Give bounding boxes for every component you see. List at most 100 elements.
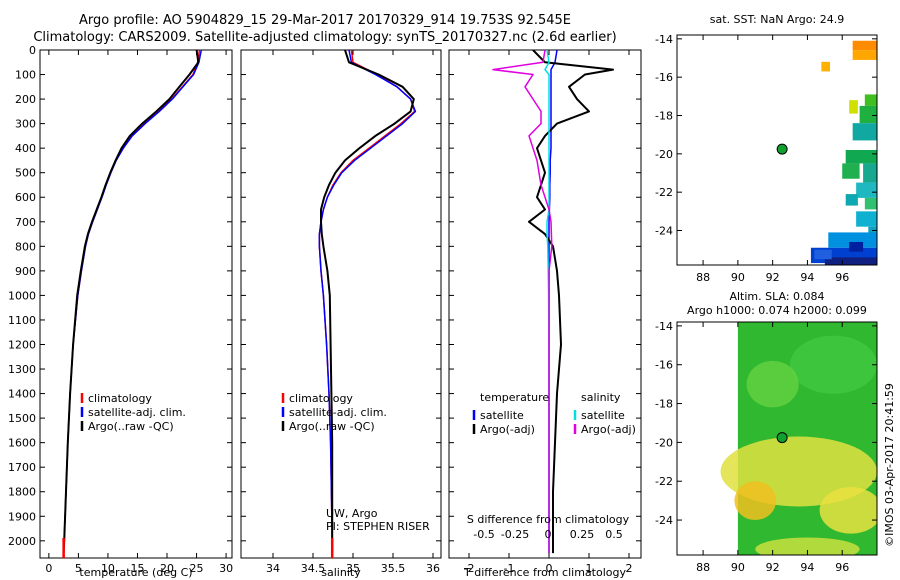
legend-label: Argo(..raw -QC) — [289, 420, 375, 433]
x-tick-label: 10 — [101, 562, 115, 575]
sla-blob — [790, 335, 877, 394]
s-tick-label: 0 — [545, 528, 552, 541]
argo-position-marker — [776, 143, 788, 155]
y-tick-label: -24 — [655, 225, 673, 238]
sla-map-title: Altim. SLA: 0.084 — [729, 290, 824, 303]
sst-cell — [864, 94, 877, 106]
panel-frame — [240, 49, 442, 559]
y-tick-label: 1100 — [8, 314, 36, 327]
legend-label: climatology — [289, 392, 353, 405]
y-tick-label: 1000 — [8, 289, 36, 302]
sst-cell — [852, 123, 877, 141]
y-tick-label: 1900 — [8, 510, 36, 523]
sst-cell — [849, 100, 858, 114]
y-tick-label: 1800 — [8, 486, 36, 499]
sst-cell — [852, 40, 877, 51]
series-line — [62, 50, 200, 554]
x-tick-label: 0 — [546, 562, 553, 575]
x-tick-label: 30 — [219, 562, 233, 575]
sst-cell — [821, 61, 831, 72]
x-tick-label: 90 — [731, 271, 745, 284]
sla-map-subtitle: Argo h1000: 0.074 h2000: 0.099 — [687, 304, 867, 317]
sst-cell — [856, 182, 877, 198]
sst-cell — [814, 249, 832, 260]
y-tick-label: 300 — [15, 118, 36, 131]
x-tick-label: 92 — [766, 561, 780, 574]
sst-cell — [845, 150, 877, 164]
sst-cell — [842, 163, 860, 179]
sla-blob — [819, 487, 877, 534]
y-tick-label: 800 — [15, 240, 36, 253]
y-tick-label: -24 — [655, 514, 673, 527]
sst-cell — [828, 232, 877, 248]
sst-cell — [859, 105, 877, 124]
sst-cell — [863, 163, 877, 183]
sla-blob — [734, 481, 777, 521]
legend-label: Argo(-adj) — [480, 423, 535, 436]
s-tick-label: 0.5 — [605, 528, 623, 541]
y-tick-label: 1200 — [8, 338, 36, 351]
y-tick-label: 1500 — [8, 412, 36, 425]
x-tick-label: 25 — [190, 562, 204, 575]
series-line — [318, 50, 417, 554]
series-line — [62, 50, 203, 554]
y-tick-label: -16 — [655, 359, 673, 372]
y-tick-label: -20 — [655, 148, 673, 161]
sst-cell — [824, 257, 877, 265]
y-tick-label: 1700 — [8, 461, 36, 474]
chart-title-line1: Argo profile: AO 5904829_15 29-Mar-2017 … — [78, 13, 572, 28]
x-tick-label: -2 — [464, 562, 475, 575]
y-tick-label: -22 — [655, 186, 673, 199]
legend-label: Argo(..raw -QC) — [88, 420, 174, 433]
s-difference-label: S difference from climatology — [467, 513, 630, 526]
y-tick-label: -22 — [655, 475, 673, 488]
sst-cell — [845, 194, 858, 206]
legend-label: satellite-adj. clim. — [88, 406, 186, 419]
x-tick-label: 34.5 — [301, 562, 326, 575]
sla-map — [720, 322, 877, 555]
map-frame — [676, 321, 878, 556]
x-tick-label: 90 — [731, 561, 745, 574]
x-tick-label: 35.5 — [381, 562, 406, 575]
pi-annotation: PI: STEPHEN RISER — [326, 520, 430, 533]
x-axis-label: salinity — [321, 566, 361, 579]
y-tick-label: 1600 — [8, 437, 36, 450]
series-line — [528, 50, 614, 554]
sst-cell — [852, 50, 877, 60]
x-tick-label: 94 — [800, 271, 814, 284]
argo-position-marker — [776, 432, 788, 444]
sst-map-title: sat. SST: NaN Argo: 24.9 — [710, 13, 844, 26]
x-axis-label: T difference from climatology — [463, 566, 626, 579]
x-tick-label: 92 — [766, 271, 780, 284]
pi-annotation: UW, Argo — [326, 507, 378, 520]
map-frame — [676, 34, 878, 266]
series-line — [492, 50, 553, 554]
y-tick-label: 1400 — [8, 388, 36, 401]
y-tick-label: -18 — [655, 398, 673, 411]
x-axis-label: temperature (deg C) — [79, 566, 192, 579]
series-group — [62, 50, 203, 554]
s-tick-label: -0.25 — [501, 528, 529, 541]
x-tick-label: 1 — [586, 562, 593, 575]
y-tick-label: 500 — [15, 167, 36, 180]
legend-label: Argo(-adj) — [581, 423, 636, 436]
sst-cell — [849, 242, 864, 252]
series-line — [62, 50, 201, 554]
y-tick-label: 400 — [15, 142, 36, 155]
legend-label: satellite — [581, 409, 625, 422]
sla-blob — [746, 360, 799, 408]
x-tick-label: 5 — [75, 562, 82, 575]
legend-label: satellite-adj. clim. — [289, 406, 387, 419]
series-line — [320, 50, 415, 554]
s-tick-label: 0.25 — [570, 528, 595, 541]
legend-label: satellite — [480, 409, 524, 422]
y-tick-label: -20 — [655, 436, 673, 449]
x-tick-label: 36 — [426, 562, 440, 575]
y-tick-label: 600 — [15, 191, 36, 204]
sst-map — [810, 40, 877, 265]
x-tick-label: 20 — [160, 562, 174, 575]
x-tick-label: 2 — [626, 562, 633, 575]
x-tick-label: 96 — [835, 561, 849, 574]
y-tick-label: 1300 — [8, 363, 36, 376]
